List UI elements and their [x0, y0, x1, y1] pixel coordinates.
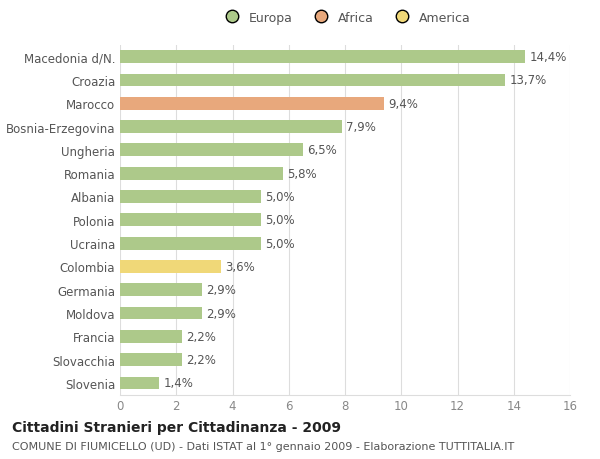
Bar	[120, 353, 182, 366]
Bar	[120, 190, 260, 203]
Text: 13,7%: 13,7%	[509, 74, 547, 87]
Text: 9,4%: 9,4%	[389, 98, 418, 111]
Legend: Europa, Africa, America: Europa, Africa, America	[214, 7, 476, 30]
Text: 7,9%: 7,9%	[346, 121, 376, 134]
Bar	[120, 51, 525, 64]
Text: Cittadini Stranieri per Cittadinanza - 2009: Cittadini Stranieri per Cittadinanza - 2…	[12, 420, 341, 434]
Bar	[120, 144, 303, 157]
Bar	[120, 74, 505, 87]
Text: 3,6%: 3,6%	[226, 260, 255, 273]
Bar	[120, 260, 221, 273]
Text: 6,5%: 6,5%	[307, 144, 337, 157]
Text: 5,8%: 5,8%	[287, 168, 317, 180]
Text: COMUNE DI FIUMICELLO (UD) - Dati ISTAT al 1° gennaio 2009 - Elaborazione TUTTITA: COMUNE DI FIUMICELLO (UD) - Dati ISTAT a…	[12, 441, 514, 451]
Bar	[120, 121, 342, 134]
Bar	[120, 98, 385, 111]
Text: 1,4%: 1,4%	[164, 377, 193, 390]
Bar	[120, 377, 160, 390]
Bar	[120, 330, 182, 343]
Text: 2,2%: 2,2%	[186, 353, 216, 366]
Text: 5,0%: 5,0%	[265, 214, 295, 227]
Bar	[120, 168, 283, 180]
Bar	[120, 284, 202, 297]
Bar	[120, 307, 202, 320]
Bar	[120, 237, 260, 250]
Text: 5,0%: 5,0%	[265, 237, 295, 250]
Bar	[120, 214, 260, 227]
Text: 14,4%: 14,4%	[529, 51, 566, 64]
Text: 5,0%: 5,0%	[265, 190, 295, 203]
Text: 2,9%: 2,9%	[206, 284, 236, 297]
Text: 2,9%: 2,9%	[206, 307, 236, 320]
Text: 2,2%: 2,2%	[186, 330, 216, 343]
